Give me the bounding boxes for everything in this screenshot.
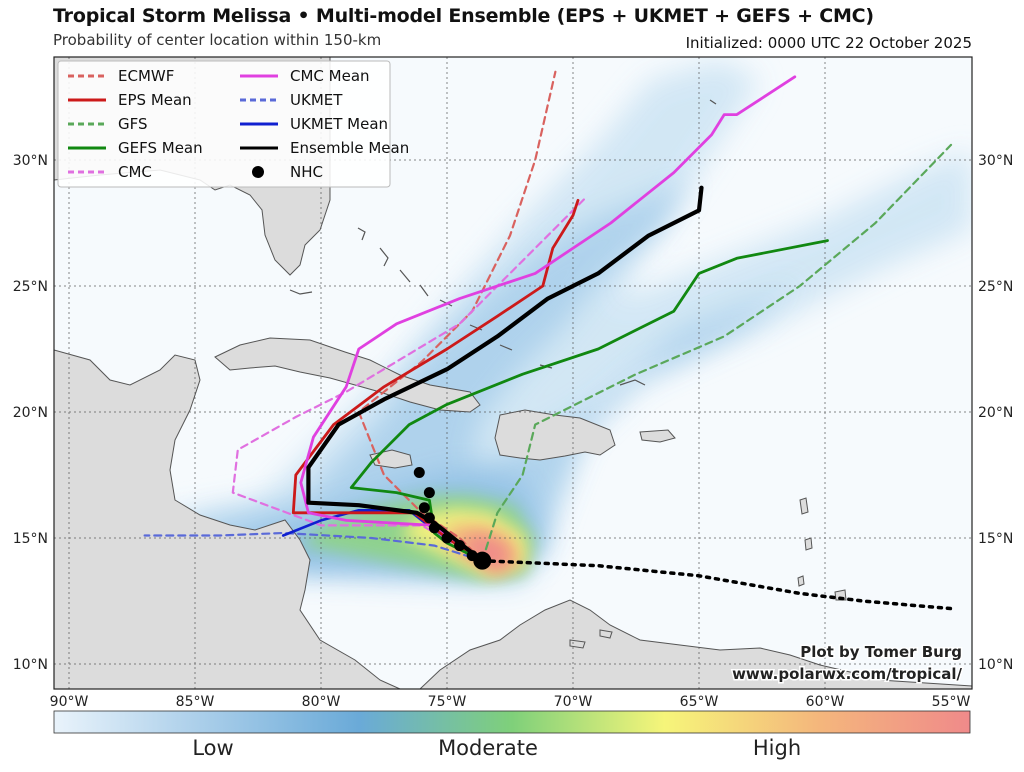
track-ukmet	[143, 531, 484, 562]
legend-label-cmc-mean: CMC Mean	[290, 67, 370, 85]
nhc-point	[428, 522, 440, 534]
nhc-point	[423, 512, 435, 524]
chart-subtitle: Probability of center location within 15…	[53, 31, 382, 49]
lat-tick-label-right: 25°N	[978, 279, 1013, 295]
mexico-land	[54, 349, 401, 689]
colorbar	[53, 710, 971, 734]
lon-tick-label: 55°W	[932, 694, 971, 710]
legend-label-gfs: GFS	[118, 115, 148, 133]
lon-tick-label: 85°W	[176, 694, 215, 710]
legend-label-ukmet: UKMET	[290, 91, 343, 109]
lat-tick-label-left: 10°N	[13, 657, 48, 673]
lon-tick-label: 70°W	[554, 694, 593, 710]
lat-tick-label-right: 15°N	[978, 531, 1013, 547]
legend-label-nhc: NHC	[290, 163, 323, 181]
legend-label-ensemble-mean: Ensemble Mean	[290, 139, 409, 157]
lat-tick-label-left: 25°N	[13, 279, 48, 295]
nhc-track-extension	[480, 558, 953, 611]
nhc-point	[466, 550, 478, 562]
legend-label-cmc: CMC	[118, 163, 152, 181]
lat-tick-label-left: 20°N	[13, 405, 48, 421]
lon-tick-label: 75°W	[428, 694, 467, 710]
lon-tick-label: 80°W	[302, 694, 341, 710]
lat-tick-label-left: 15°N	[13, 531, 48, 547]
track-gfs	[481, 143, 953, 562]
legend-label-ecmwf: ECMWF	[118, 67, 174, 85]
credit: Plot by Tomer Burg www.polarwx.com/tropi…	[731, 642, 964, 685]
nhc-point	[473, 551, 492, 570]
south-america-land	[419, 599, 972, 689]
nhc-point	[423, 487, 435, 499]
lon-tick-label: 65°W	[680, 694, 719, 710]
lat-tick-label-right: 30°N	[978, 153, 1013, 169]
lat-tick-label-right: 20°N	[978, 405, 1013, 421]
legend-label-gefs-mean: GEFS Mean	[118, 139, 203, 157]
legend: ECMWF CMC Mean EPS Mean UKMET GFS UKMET Mean G…	[57, 60, 409, 188]
bahamas-islands	[289, 99, 717, 386]
plot-frame	[53, 56, 973, 690]
nhc-point	[441, 532, 453, 544]
nhc-point	[454, 540, 466, 552]
track-layer	[143, 70, 953, 611]
colorbar-label-high: High	[752, 736, 802, 760]
track-cmc	[231, 196, 587, 562]
credit-line2: www.polarwx.com/tropical/	[732, 665, 962, 683]
credit-line1: Plot by Tomer Burg	[800, 643, 962, 661]
init-time: Initialized: 0000 UTC 22 October 2025	[685, 34, 972, 52]
axis-labels: 90°W 85°W 80°W 75°W 70°W 65°W 60°W 55°W 30°N 30°N…	[13, 153, 1014, 710]
lat-tick-label-left: 30°N	[13, 153, 48, 169]
colorbar-label-low: Low	[192, 736, 234, 760]
chart-title: Tropical Storm Melissa • Multi-model Ens…	[53, 5, 874, 27]
track-cmc-mean	[299, 75, 797, 563]
nhc-point	[413, 466, 425, 478]
lon-tick-label: 90°W	[50, 694, 89, 710]
legend-label-ukmet-mean: UKMET Mean	[290, 115, 388, 133]
colorbar-label-moderate: Moderate	[438, 736, 538, 760]
puerto-rico-land	[639, 429, 676, 443]
lon-tick-label: 60°W	[806, 694, 845, 710]
legend-label-eps-mean: EPS Mean	[118, 91, 192, 109]
hispaniola-land	[494, 409, 616, 461]
nhc-point	[418, 502, 430, 514]
lat-tick-label-right: 10°N	[978, 657, 1013, 673]
legend-swatch-nhc	[252, 166, 264, 178]
